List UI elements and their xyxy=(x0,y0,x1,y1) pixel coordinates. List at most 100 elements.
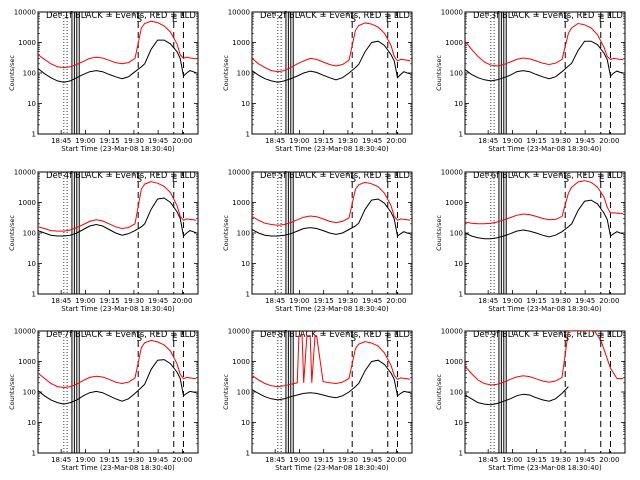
x-tick-label: 19:15 xyxy=(100,456,120,464)
y-tick-label: 100 xyxy=(237,70,250,78)
x-tick-label: 19:00 xyxy=(289,137,309,145)
x-tick-label: 19:15 xyxy=(527,297,547,305)
x-axis-label: Start Time (23-Mar-08 18:30:40) xyxy=(488,305,602,313)
lld-series-line xyxy=(465,331,624,386)
y-tick-label: 1000 xyxy=(445,358,463,366)
x-axis-label: Start Time (23-Mar-08 18:30:40) xyxy=(61,464,175,472)
plot-area xyxy=(252,12,411,134)
marker-label: S xyxy=(350,175,356,185)
x-tick-label: 18:45 xyxy=(478,297,498,305)
x-tick-label: 20:00 xyxy=(599,137,619,145)
y-tick-label: 10000 xyxy=(441,9,463,17)
y-tick-label: 10 xyxy=(454,100,463,108)
events-series-line xyxy=(465,386,569,406)
x-tick-label: 19:45 xyxy=(148,297,168,305)
lld-series-line xyxy=(252,335,411,388)
y-axis-label: Counts/sec xyxy=(8,215,16,251)
chart-title: Det 6f BLACK = Events, RED = LLD xyxy=(473,171,623,181)
marker-label: E xyxy=(599,334,605,344)
y-axis-label: Counts/sec xyxy=(8,55,16,91)
x-tick-label: 19:15 xyxy=(527,456,547,464)
x-tick-label: 19:30 xyxy=(551,456,571,464)
y-tick-label: 1 xyxy=(32,450,36,458)
y-tick-label: 1000 xyxy=(232,199,250,207)
x-tick-label: 18:45 xyxy=(51,297,71,305)
x-tick-label: 18:45 xyxy=(265,456,285,464)
events-series-line xyxy=(252,40,411,83)
x-tick-label: 20:00 xyxy=(172,297,192,305)
x-tick-label: 18:45 xyxy=(478,137,498,145)
chart-panel-9: Det 9f BLACK = Events, RED = LLD Counts/s… xyxy=(435,328,626,472)
y-tick-label: 10000 xyxy=(228,9,250,17)
y-axis-label: Counts/sec xyxy=(222,55,230,91)
lld-series-line xyxy=(465,22,624,67)
y-tick-label: 1000 xyxy=(232,39,250,47)
x-tick-label: 19:00 xyxy=(502,456,522,464)
x-tick-label: 19:30 xyxy=(338,456,358,464)
chart-title: Det 2f BLACK = Events, RED = LLD xyxy=(260,11,410,21)
events-series-line xyxy=(38,197,197,237)
marker-label: E xyxy=(172,175,178,185)
marker-label: S xyxy=(136,175,142,185)
events-series-line xyxy=(38,359,197,405)
x-tick-label: 19:30 xyxy=(551,137,571,145)
marker-label: S xyxy=(136,334,142,344)
lld-series-line xyxy=(38,20,197,69)
y-tick-label: 10 xyxy=(27,260,36,268)
marker-label: S xyxy=(350,334,356,344)
marker-label: E xyxy=(386,15,392,25)
marker-label: E xyxy=(172,334,178,344)
plot-area xyxy=(38,12,197,134)
chart-title: Det 9f BLACK = Events, RED = LLD xyxy=(473,330,623,340)
x-tick-label: 18:45 xyxy=(51,456,71,464)
marker-label: S xyxy=(563,15,569,25)
chart-title: Det 8f BLACK = Events, RED = LLD xyxy=(260,330,410,340)
chart-panel-3: Det 3f BLACK = Events, RED = LLD Counts/s… xyxy=(435,9,626,153)
y-tick-label: 1 xyxy=(459,131,463,139)
x-tick-label: 19:45 xyxy=(362,137,382,145)
lld-series-line xyxy=(252,181,411,226)
events-series-line xyxy=(252,198,411,237)
x-tick-label: 19:00 xyxy=(75,297,95,305)
x-tick-label: 20:00 xyxy=(599,456,619,464)
x-axis-label: Start Time (23-Mar-08 18:30:40) xyxy=(275,464,389,472)
events-series-line xyxy=(465,199,624,240)
x-tick-label: 19:15 xyxy=(314,137,334,145)
y-tick-label: 10000 xyxy=(14,328,36,336)
x-axis-label: Start Time (23-Mar-08 18:30:40) xyxy=(488,464,602,472)
marker-label: E xyxy=(599,175,605,185)
chart-title: Det 1f BLACK = Events, RED = LLD xyxy=(46,11,196,21)
y-tick-label: 10 xyxy=(27,100,36,108)
y-axis-label: Counts/sec xyxy=(222,215,230,251)
chart-title: Det 7f BLACK = Events, RED = LLD xyxy=(46,330,196,340)
chart-panel-6: Det 6f BLACK = Events, RED = LLD Counts/s… xyxy=(435,169,626,313)
chart-title: Det 3f BLACK = Events, RED = LLD xyxy=(473,11,623,21)
x-tick-label: 19:45 xyxy=(362,456,382,464)
x-tick-label: 19:15 xyxy=(527,137,547,145)
plot-area xyxy=(252,331,411,453)
x-tick-label: 18:45 xyxy=(265,137,285,145)
y-tick-label: 10 xyxy=(241,419,250,427)
y-tick-label: 1 xyxy=(246,131,250,139)
chart-panel-1: Det 1f BLACK = Events, RED = LLD Counts/s… xyxy=(8,9,199,153)
y-tick-label: 100 xyxy=(450,230,463,238)
x-axis-label: Start Time (23-Mar-08 18:30:40) xyxy=(275,305,389,313)
y-tick-label: 1000 xyxy=(445,39,463,47)
marker-label: E xyxy=(386,175,392,185)
x-tick-label: 19:00 xyxy=(75,137,95,145)
marker-label: S xyxy=(350,15,356,25)
y-tick-label: 100 xyxy=(237,389,250,397)
x-tick-label: 19:45 xyxy=(575,297,595,305)
y-tick-label: 1000 xyxy=(18,358,36,366)
x-tick-label: 19:00 xyxy=(289,456,309,464)
events-series-line xyxy=(252,359,411,401)
y-axis-label: Counts/sec xyxy=(435,374,443,410)
y-tick-label: 10 xyxy=(454,260,463,268)
x-tick-label: 19:45 xyxy=(148,137,168,145)
y-tick-label: 100 xyxy=(450,70,463,78)
x-tick-label: 19:30 xyxy=(551,297,571,305)
y-tick-label: 10 xyxy=(454,419,463,427)
y-tick-label: 10 xyxy=(241,260,250,268)
y-tick-label: 1000 xyxy=(232,358,250,366)
